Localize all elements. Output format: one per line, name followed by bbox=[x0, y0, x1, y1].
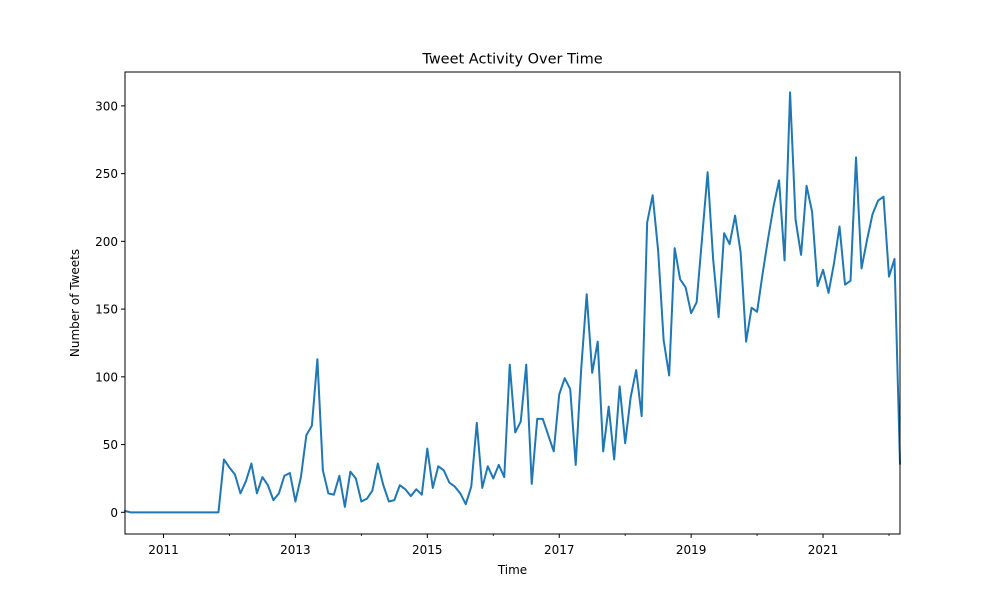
y-tick-label: 50 bbox=[103, 438, 118, 452]
y-axis-title: Number of Tweets bbox=[68, 249, 82, 357]
y-tick-label: 0 bbox=[110, 506, 118, 520]
y-tick-label: 200 bbox=[95, 235, 118, 249]
x-tick-label: 2011 bbox=[148, 543, 179, 557]
x-tick-label: 2015 bbox=[412, 543, 443, 557]
x-axis-title: Time bbox=[497, 563, 527, 577]
x-axis-ticks: 2011 2013 2015 2017 2019 2021 bbox=[148, 534, 890, 557]
tweet-count-line bbox=[123, 91, 902, 514]
x-tick-label: 2017 bbox=[544, 543, 575, 557]
plot-frame bbox=[124, 71, 901, 535]
x-tick-label: 2019 bbox=[676, 543, 707, 557]
y-axis-ticks: 0 50 100 150 200 250 300 bbox=[95, 99, 125, 520]
y-tick-label: 300 bbox=[95, 99, 118, 113]
y-tick-label: 100 bbox=[95, 370, 118, 384]
x-tick-label: 2021 bbox=[808, 543, 839, 557]
chart-title: Tweet Activity Over Time bbox=[421, 52, 602, 68]
y-tick-label: 150 bbox=[95, 303, 118, 317]
y-tick-label: 250 bbox=[95, 167, 118, 181]
x-tick-label: 2013 bbox=[280, 543, 311, 557]
